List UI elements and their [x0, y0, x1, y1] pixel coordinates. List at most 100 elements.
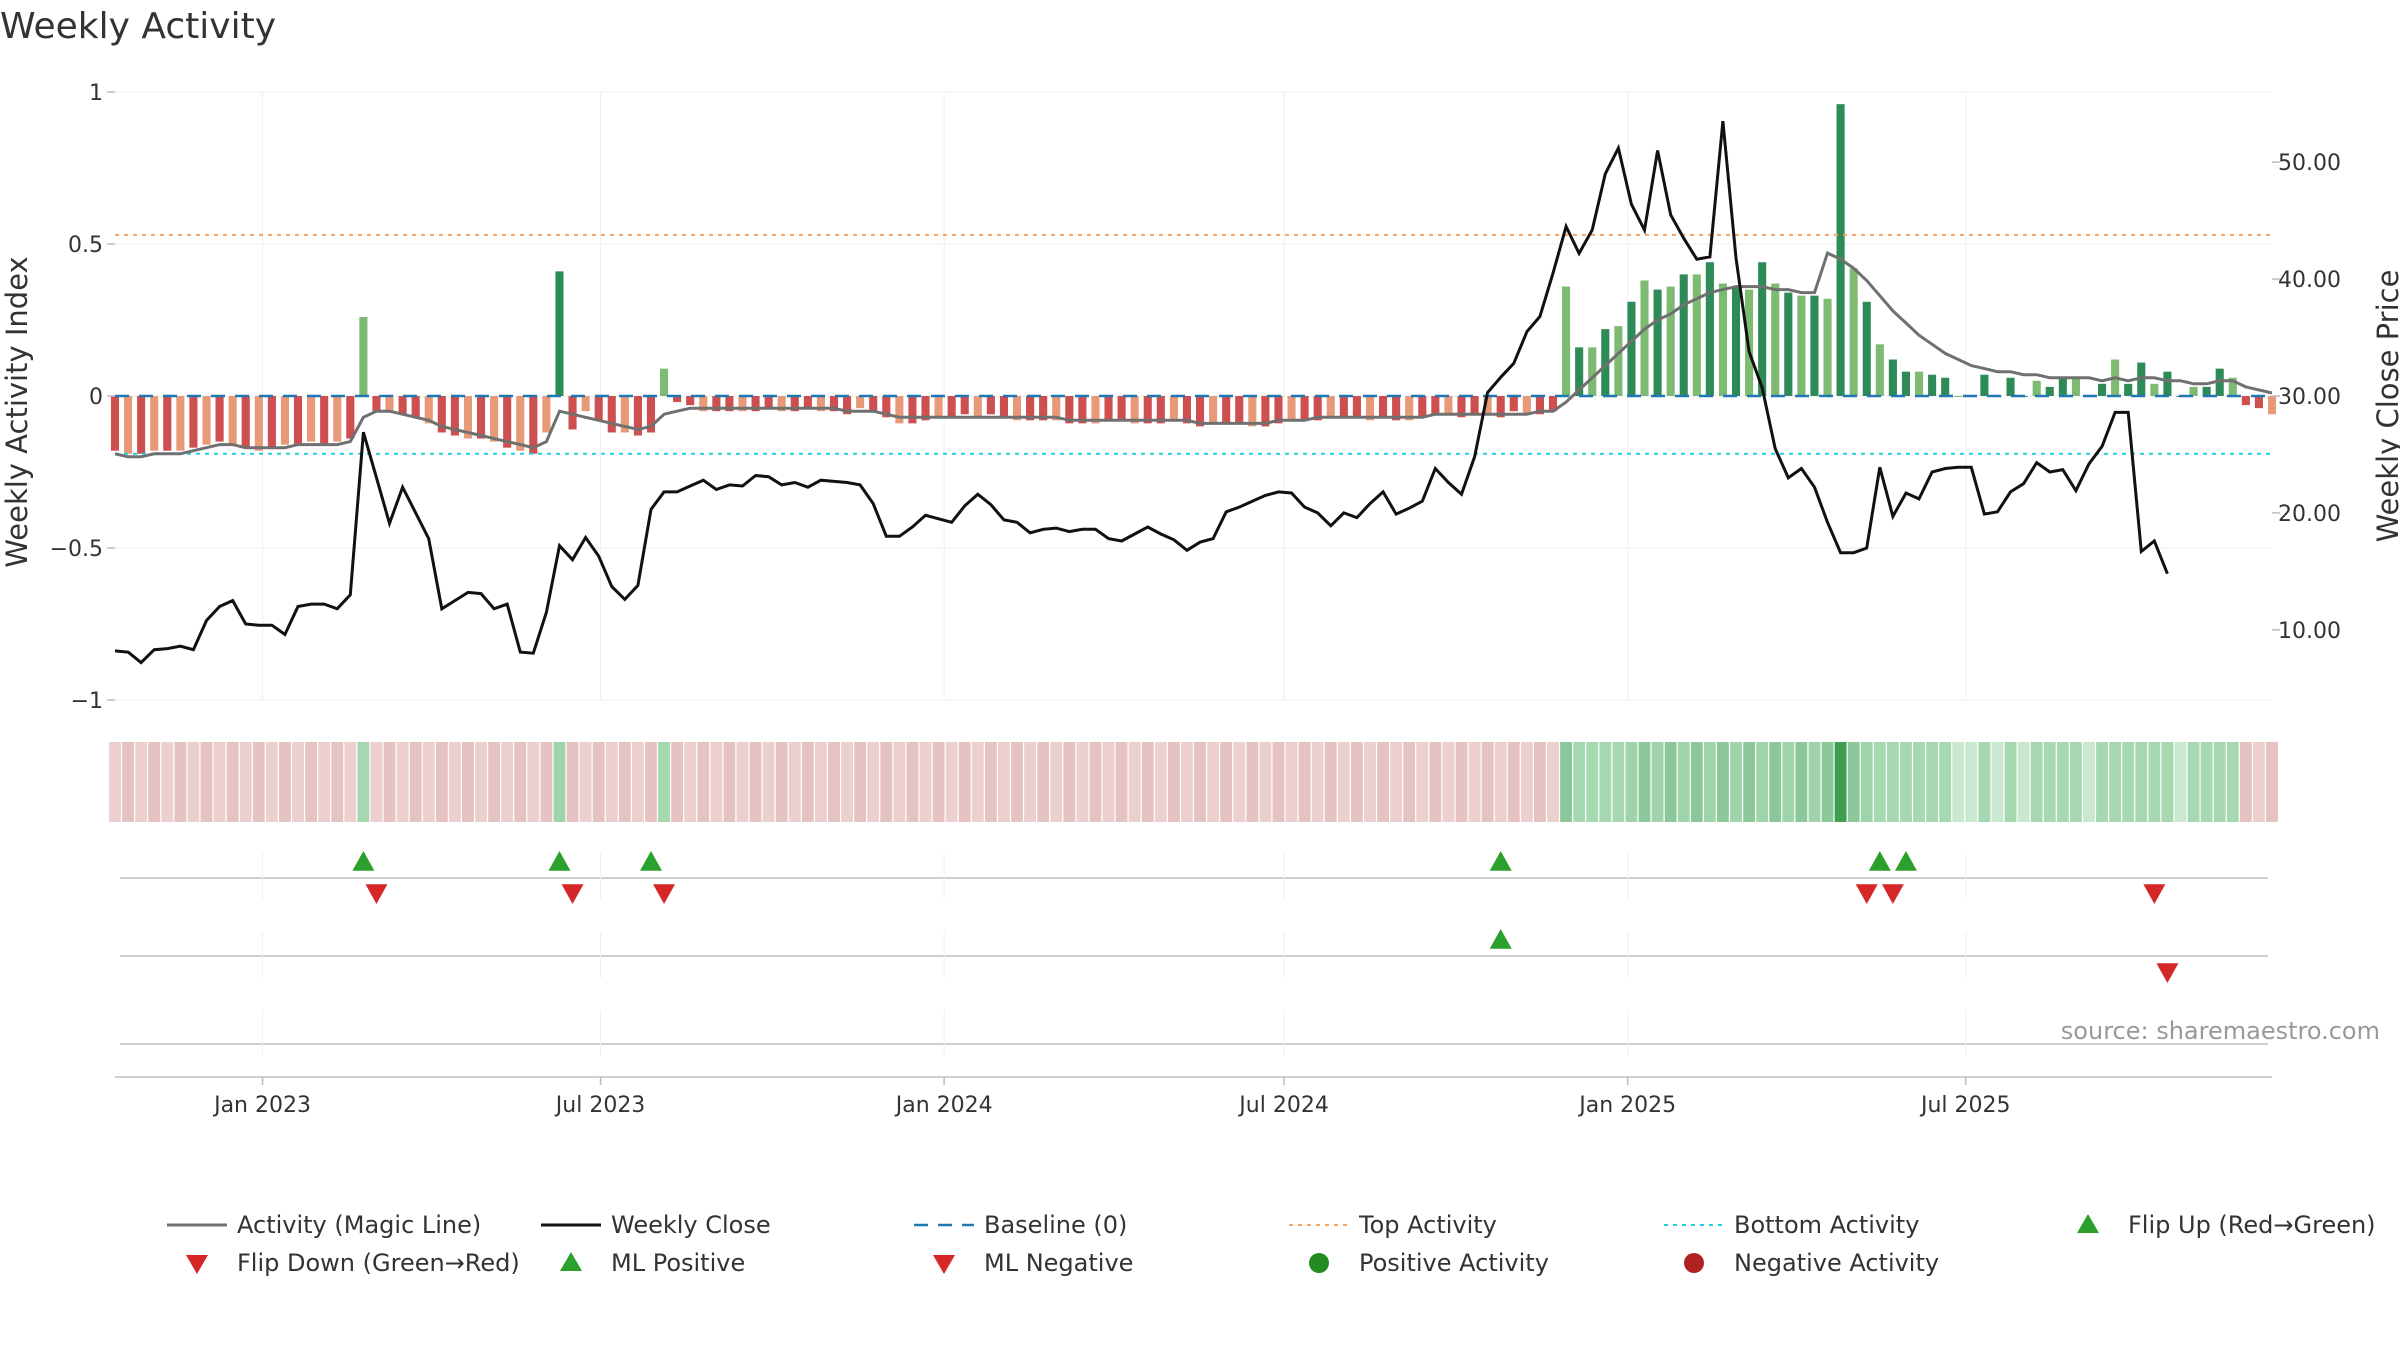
heat-cell — [122, 742, 135, 822]
heat-cell — [396, 742, 409, 822]
activity-bar — [1470, 396, 1479, 415]
activity-bar — [712, 396, 721, 412]
activity-bar — [1313, 396, 1322, 421]
heat-cell — [801, 742, 814, 822]
activity-bar — [437, 396, 446, 433]
legend-label: Weekly Close — [611, 1211, 771, 1239]
activity-bar — [2189, 386, 2198, 396]
legend-label: Activity (Magic Line) — [237, 1211, 481, 1239]
heat-cell — [1481, 742, 1494, 822]
heat-cell — [1926, 742, 1939, 822]
heat-cell — [684, 742, 697, 822]
activity-bar — [660, 368, 669, 396]
heat-cell — [1272, 742, 1285, 822]
activity-bar — [1169, 396, 1178, 421]
activity-bar — [856, 396, 865, 409]
activity-bar — [1405, 396, 1414, 421]
heat-cell — [292, 742, 304, 822]
legend-item: Baseline (0) — [914, 1211, 1127, 1239]
legend-label: ML Positive — [611, 1249, 745, 1277]
activity-bar — [228, 396, 237, 445]
legend: Activity (Magic Line) Weekly Close Baselin… — [167, 1211, 2376, 1277]
activity-bar — [137, 396, 146, 454]
heat-cell — [1952, 742, 1965, 822]
activity-bar — [1601, 329, 1610, 396]
activity-bar — [307, 396, 316, 442]
flip-down-marker — [1855, 884, 1878, 904]
activity-bar — [1810, 295, 1819, 396]
heat-cell — [1416, 742, 1429, 822]
heat-cell — [788, 742, 801, 822]
heat-cell — [1703, 742, 1716, 822]
heat-cell — [1873, 742, 1886, 822]
legend-label: Baseline (0) — [984, 1211, 1127, 1239]
activity-bar — [1679, 274, 1688, 396]
heat-cell — [135, 742, 148, 822]
activity-bar — [1326, 396, 1335, 418]
activity-bar — [1117, 396, 1126, 421]
heat-cell — [723, 742, 736, 822]
heat-cell — [148, 742, 161, 822]
activity-bar — [921, 396, 930, 421]
legend-label: ML Negative — [984, 1249, 1133, 1277]
activity-bar — [1195, 396, 1205, 427]
flip-up-marker — [1894, 851, 1917, 871]
heat-cell — [880, 742, 893, 822]
heat-cell — [305, 742, 318, 822]
heat-cell — [1651, 742, 1664, 822]
heat-cell — [645, 742, 657, 822]
activity-bar — [1888, 359, 1897, 396]
activity-bar — [1575, 347, 1584, 396]
activity-bar — [764, 396, 773, 409]
x-tick-label: Jul 2024 — [1237, 1093, 1329, 1118]
heat-cell — [161, 742, 174, 822]
heat-cell — [1220, 742, 1233, 822]
heat-cell — [1612, 742, 1625, 822]
activity-bar — [1548, 396, 1558, 412]
activity-bar — [986, 396, 995, 415]
heat-cell — [540, 742, 553, 822]
heat-cell — [1677, 742, 1690, 822]
heat-cell — [1468, 742, 1481, 822]
heat-cell — [1808, 742, 1821, 822]
activity-bar — [2006, 377, 2015, 396]
activity-bar — [1248, 396, 1257, 427]
heat-cell — [710, 742, 723, 822]
activity-bar — [2228, 377, 2237, 396]
left-axis-title: Weekly Activity Index — [0, 256, 34, 567]
activity-bar — [1980, 374, 1989, 396]
heat-cell — [958, 742, 971, 822]
activity-bar — [1928, 374, 1937, 396]
activity-bar — [2032, 380, 2041, 396]
heat-cell — [1717, 742, 1729, 822]
legend-swatch-triangle-up — [560, 1252, 582, 1271]
heat-cell — [1560, 742, 1573, 822]
activity-bar — [1026, 396, 1035, 421]
heat-cell — [1533, 742, 1546, 822]
heat-cell — [2043, 742, 2056, 822]
heat-cell — [893, 742, 906, 822]
heat-cell — [2109, 742, 2122, 822]
activity-bar — [934, 396, 943, 418]
legend-label: Bottom Activity — [1734, 1211, 1919, 1239]
activity-bar — [882, 396, 891, 418]
activity-bar — [293, 396, 303, 445]
heat-cell — [1900, 742, 1912, 822]
legend-label: Flip Up (Red→Green) — [2128, 1211, 2376, 1239]
heat-cell — [1991, 742, 2004, 822]
activity-bar — [594, 396, 603, 421]
legend-swatch-dot-green — [1309, 1253, 1329, 1273]
activity-bar — [476, 396, 486, 439]
heat-cell — [1037, 742, 1050, 822]
source-credit: source: sharemaestro.com — [2061, 1017, 2380, 1045]
activity-bar — [1261, 396, 1270, 427]
activity-bar — [1836, 104, 1845, 396]
activity-bar — [1627, 301, 1636, 396]
activity-bar — [280, 396, 289, 445]
activity-bar — [1091, 396, 1100, 424]
legend-item: ML Negative — [933, 1249, 1133, 1277]
heat-cell — [605, 742, 618, 822]
heat-cell — [631, 742, 644, 822]
heat-cell — [1769, 742, 1782, 822]
activity-bar — [385, 396, 394, 412]
